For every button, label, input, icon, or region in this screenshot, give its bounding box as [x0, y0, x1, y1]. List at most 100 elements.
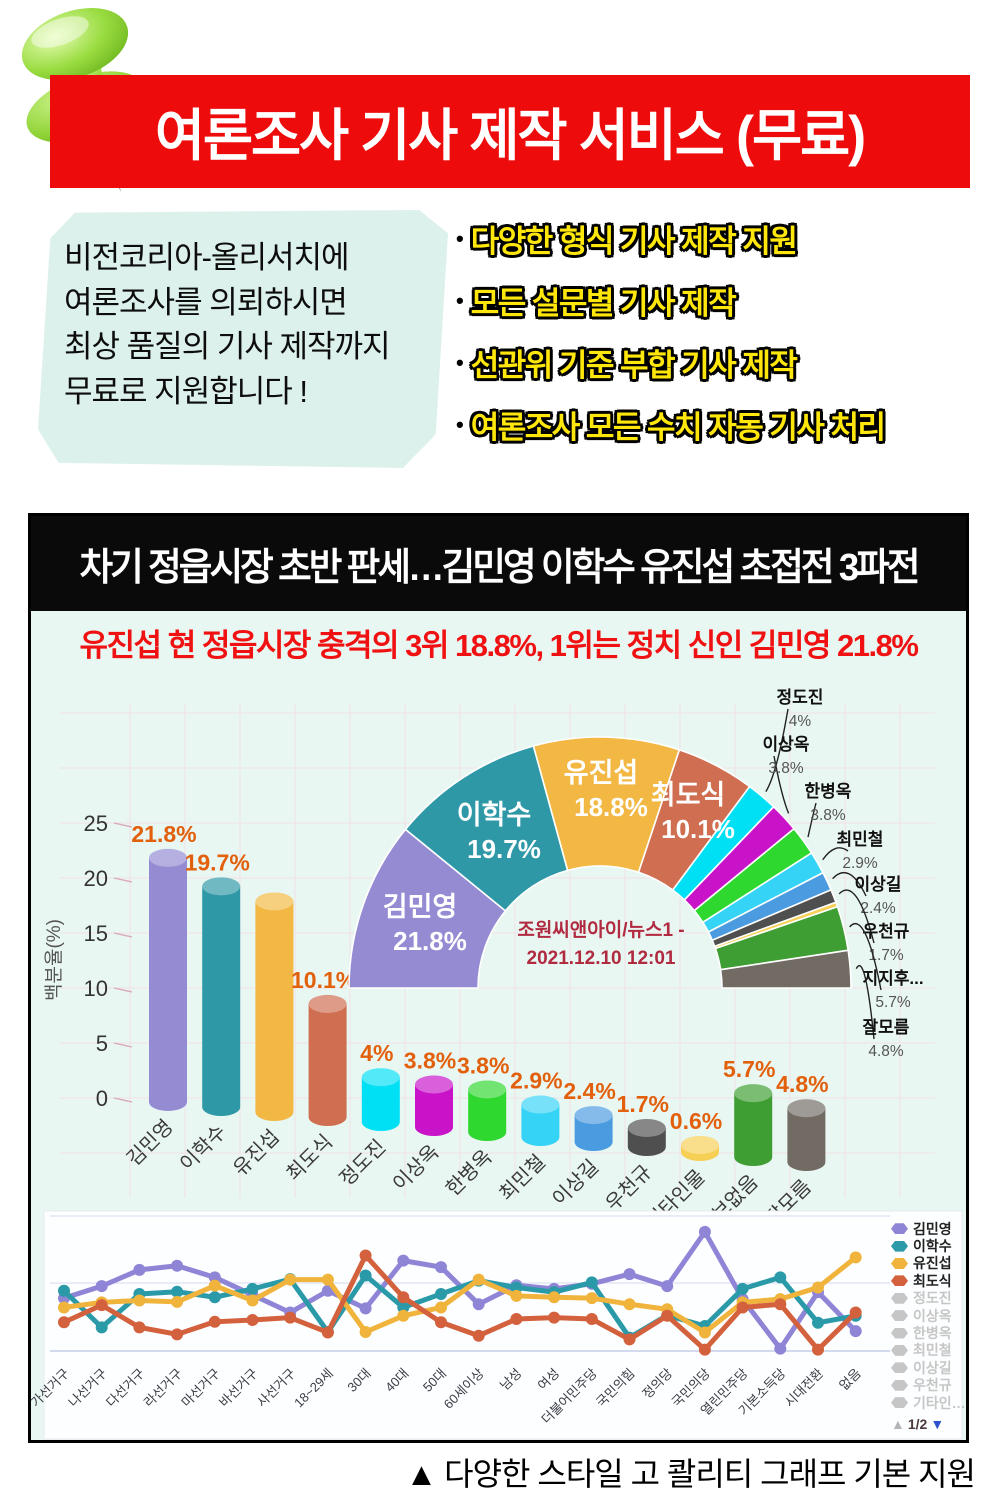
bubble-line: 비전코리아-올리서치에 [64, 240, 350, 275]
legend-label: 유진섭 [913, 1255, 952, 1272]
svg-text:3.8%: 3.8% [457, 1052, 509, 1078]
svg-text:유진섭: 유진섭 [564, 758, 639, 788]
svg-text:정도진: 정도진 [335, 1135, 390, 1190]
article-headline-bar: 차기 정읍시장 초반 판세…김민영 이학수 유진섭 초접전 3파전 [31, 516, 966, 611]
legend-marker-icon [891, 1362, 908, 1374]
svg-text:19.7%: 19.7% [185, 849, 250, 875]
svg-text:최민철: 최민철 [837, 830, 884, 849]
legend-label: 이상길 [913, 1359, 952, 1376]
svg-text:이상길: 이상길 [548, 1155, 603, 1210]
svg-text:2.4%: 2.4% [563, 1078, 615, 1104]
page-title: 여론조사 기사 제작 서비스 (무료) [155, 104, 866, 167]
svg-text:한병옥: 한병옥 [805, 782, 852, 801]
svg-text:최도식: 최도식 [651, 780, 726, 810]
bullet-dot-icon: • [456, 287, 464, 313]
svg-text:4%: 4% [789, 713, 812, 730]
svg-text:4.8%: 4.8% [776, 1071, 828, 1097]
legend-item-유진섭[interactable]: 유진섭 [891, 1255, 969, 1272]
svg-text:21.8%: 21.8% [131, 821, 196, 847]
legend-page-down-icon[interactable]: ▼ [930, 1416, 945, 1433]
svg-text:19.7%: 19.7% [467, 834, 541, 864]
svg-text:정도진: 정도진 [777, 688, 824, 707]
svg-text:최도식: 최도식 [282, 1130, 337, 1185]
bar-y-axis: 25 20 15 10 5 0 백분율(%) [43, 811, 133, 1111]
bullet-text: 다양한 형식 기사 제작 지원 [470, 224, 798, 259]
line-series-유진섭 [61, 1254, 859, 1335]
legend-item-김민영[interactable]: 김민영 [891, 1220, 969, 1237]
bubble-line: 최상 품질의 기사 제작까지 [64, 329, 391, 365]
legend-item-최도식[interactable]: 최도식 [891, 1272, 969, 1289]
svg-text:20: 20 [84, 866, 108, 891]
charts-canvas: 2520151050백분율(%)21.8%김민영19.7%이학수유진섭10.1%… [28, 688, 963, 1440]
legend-label: 우천규 [913, 1377, 952, 1394]
bubble-line: 여론조사를 의뢰하시면 [64, 284, 348, 320]
legend-item-정도진[interactable]: 정도진 [891, 1290, 969, 1307]
bullet-text: 모든 설문별 기사 제작 [470, 286, 737, 321]
svg-text:0: 0 [96, 1086, 108, 1111]
bullet-text: 여론조사 모든 수치 자동 기사 처리 [470, 410, 886, 445]
legend-item-기타인…[interactable]: 기타인… [891, 1394, 969, 1411]
svg-text:3.8%: 3.8% [810, 807, 846, 824]
legend-marker-icon [891, 1292, 908, 1304]
legend-label: 정도진 [913, 1290, 952, 1307]
bullet-item: • 선관위 기준 부합 기사 제작 [456, 340, 996, 385]
half-donut-chart: 김민영 21.8% 이학수 19.7% 유진섭 18.8% 최도식 10.1% 정도진 4% 이상옥… [348, 688, 924, 1060]
svg-text:잘모름: 잘모름 [863, 1017, 910, 1037]
legend-label: 김민영 [913, 1220, 952, 1237]
legend-marker-icon [891, 1344, 908, 1356]
legend-item-이상옥[interactable]: 이상옥 [891, 1307, 969, 1324]
svg-text:백분율(%): 백분율(%) [43, 919, 65, 1001]
legend-marker-icon [891, 1310, 908, 1322]
bullet-text: 선관위 기준 부합 기사 제작 [470, 348, 798, 383]
legend-item-이학수[interactable]: 이학수 [891, 1237, 969, 1254]
svg-text:18.8%: 18.8% [574, 792, 648, 822]
legend-pagination: ▲ 1/2 ▼ [891, 1416, 969, 1432]
legend-marker-icon [891, 1223, 908, 1235]
legend-item-한병옥[interactable]: 한병옥 [891, 1324, 969, 1341]
svg-text:이상옥: 이상옥 [388, 1140, 443, 1195]
legend-marker-icon [891, 1397, 908, 1409]
article-headline: 차기 정읍시장 초반 판세…김민영 이학수 유진섭 초접전 3파전 [79, 547, 920, 589]
bar-김민영: 21.8% 김민영 [122, 821, 196, 1171]
legend-item-우천규[interactable]: 우천규 [891, 1377, 969, 1394]
feature-bullet-list: • 다양한 형식 기사 제작 지원 • 모든 설문별 기사 제작 • 선관위 기준 부합 … [456, 216, 996, 464]
bullet-dot-icon: • [456, 411, 464, 437]
svg-text:우천규: 우천규 [601, 1160, 656, 1215]
bar-최민철: 2.9% 최민철 [495, 1068, 563, 1206]
svg-text:지지후...: 지지후... [862, 968, 923, 988]
bullet-dot-icon: • [456, 225, 464, 251]
line-series-최도식 [61, 1253, 859, 1353]
svg-text:이상길: 이상길 [855, 875, 902, 894]
line-chart-legend: 김민영 이학수 유진섭 최도식 정도진 이상옥 한병옥 최민철 이상길 우천규 기타인… ▲ 1/2 ▼ [891, 1220, 969, 1432]
svg-text:4%: 4% [360, 1040, 393, 1066]
legend-label: 이학수 [913, 1238, 952, 1255]
svg-text:10.1%: 10.1% [661, 814, 735, 844]
legend-item-최민철[interactable]: 최민철 [891, 1342, 969, 1359]
legend-marker-icon [891, 1275, 908, 1287]
svg-text:한병옥: 한병옥 [441, 1145, 496, 1200]
legend-marker-icon [891, 1240, 908, 1252]
svg-text:이상옥: 이상옥 [763, 735, 810, 754]
svg-text:1.7%: 1.7% [868, 947, 904, 964]
legend-marker-icon [891, 1257, 908, 1269]
svg-text:이학수: 이학수 [457, 800, 532, 830]
svg-text:2.9%: 2.9% [510, 1068, 562, 1094]
bubble-line: 무료로 지원합니다 ! [64, 373, 308, 409]
title-banner: 여론조사 기사 제작 서비스 (무료) [50, 75, 970, 188]
legend-item-이상길[interactable]: 이상길 [891, 1359, 969, 1376]
svg-text:2.4%: 2.4% [860, 900, 896, 917]
svg-text:김민영: 김민영 [122, 1115, 177, 1170]
svg-text:15: 15 [84, 921, 108, 946]
legend-marker-icon [891, 1379, 908, 1391]
svg-text:3.8%: 3.8% [768, 760, 804, 777]
legend-label: 기타인… [913, 1394, 966, 1411]
svg-text:1.7%: 1.7% [617, 1091, 669, 1117]
svg-text:0.6%: 0.6% [670, 1108, 722, 1134]
legend-label: 최민철 [913, 1342, 952, 1359]
legend-marker-icon [891, 1327, 908, 1339]
svg-text:2.9%: 2.9% [842, 855, 878, 872]
svg-text:5: 5 [96, 1031, 108, 1056]
legend-page-up-icon[interactable]: ▲ [891, 1416, 905, 1433]
legend-page-number: 1/2 [907, 1416, 928, 1433]
